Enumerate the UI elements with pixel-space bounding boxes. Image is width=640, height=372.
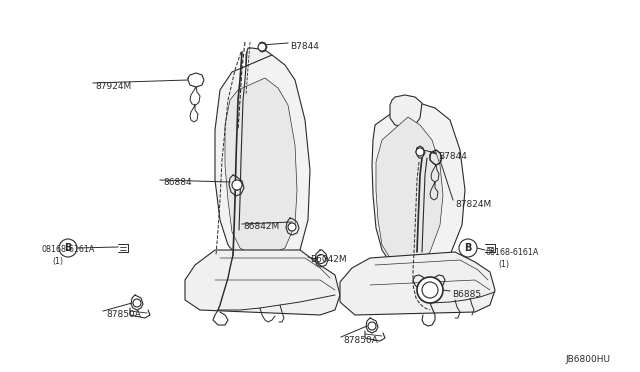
Circle shape [368, 322, 376, 330]
Polygon shape [185, 250, 340, 315]
Circle shape [258, 43, 266, 51]
Text: 87824M: 87824M [455, 200, 492, 209]
Circle shape [133, 299, 141, 307]
Text: 08168-6161A: 08168-6161A [486, 248, 540, 257]
Text: B7844: B7844 [290, 42, 319, 51]
Text: B7844: B7844 [438, 152, 467, 161]
Circle shape [288, 223, 296, 231]
Text: 87850A: 87850A [106, 310, 141, 319]
Text: B6885: B6885 [452, 290, 481, 299]
Text: B6042M: B6042M [310, 255, 347, 264]
Text: 08168-6161A: 08168-6161A [42, 245, 95, 254]
Circle shape [59, 239, 77, 257]
Text: 86842M: 86842M [243, 222, 279, 231]
Circle shape [234, 183, 239, 187]
Polygon shape [215, 55, 310, 270]
Text: (1): (1) [52, 257, 63, 266]
Circle shape [416, 148, 424, 156]
Circle shape [317, 254, 326, 263]
Text: B: B [64, 243, 72, 253]
Polygon shape [246, 48, 272, 80]
Polygon shape [225, 78, 297, 255]
Text: 86884: 86884 [163, 178, 191, 187]
Polygon shape [376, 117, 443, 265]
Text: JB6800HU: JB6800HU [565, 355, 610, 364]
Circle shape [459, 239, 477, 257]
Polygon shape [372, 100, 465, 275]
Text: B: B [464, 243, 472, 253]
Polygon shape [340, 252, 495, 315]
Circle shape [417, 277, 443, 303]
Text: (1): (1) [498, 260, 509, 269]
Polygon shape [390, 95, 422, 127]
Text: 87924M: 87924M [95, 82, 131, 91]
Text: 87850A: 87850A [343, 336, 378, 345]
Circle shape [422, 282, 438, 298]
Circle shape [232, 180, 242, 190]
